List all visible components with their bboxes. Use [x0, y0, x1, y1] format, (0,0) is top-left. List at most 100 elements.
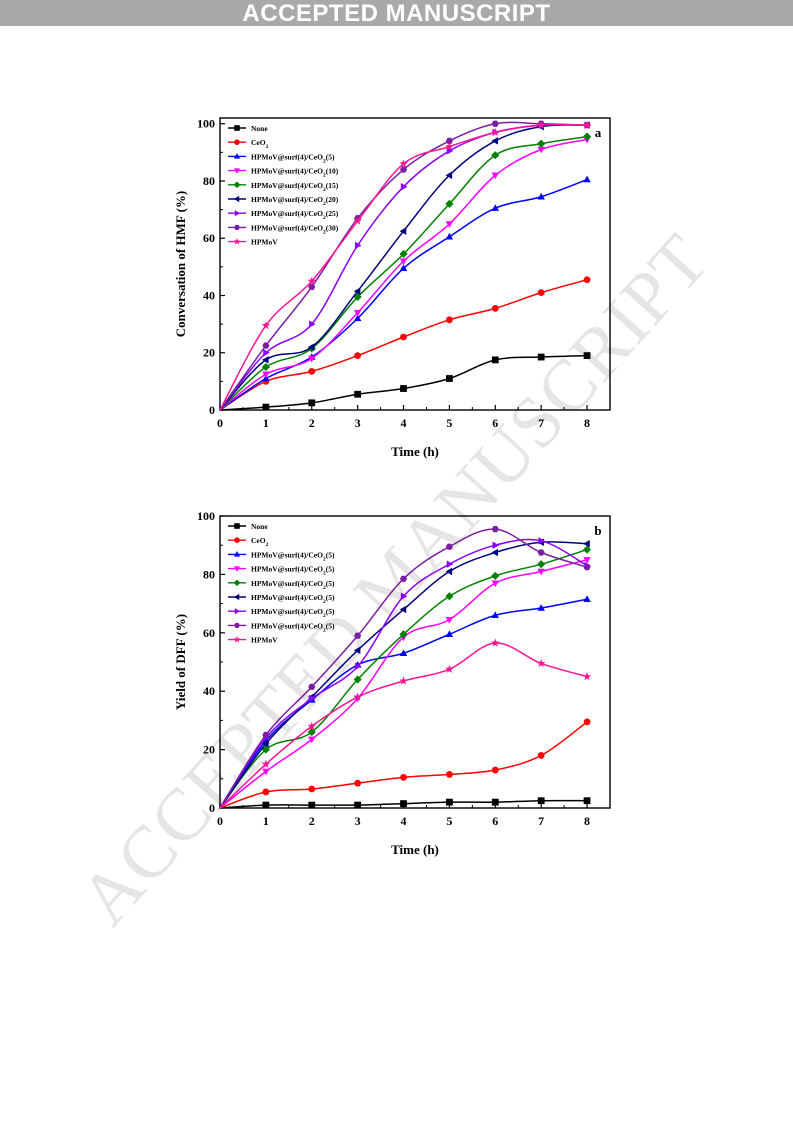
data-point — [445, 592, 454, 601]
data-point — [583, 564, 591, 571]
legend-label-part: HPMoV@surf(4)/CeO — [251, 550, 323, 559]
series-diamond — [219, 132, 592, 411]
y-tick-label: 0 — [209, 403, 215, 417]
legend-marker — [233, 168, 241, 174]
data-point — [491, 548, 499, 557]
series-line — [219, 538, 588, 809]
x-tick-label: 7 — [538, 814, 544, 828]
legend-label: HPMoV@surf(4)/CeO2(5) — [251, 593, 335, 605]
data-point — [491, 172, 500, 180]
legend-label-part: (5) — [326, 621, 335, 630]
data-point — [353, 692, 362, 701]
data-point — [307, 721, 316, 730]
legend-label-subscript: 2 — [266, 542, 269, 548]
legend-label-part: HPMoV — [251, 636, 278, 645]
x-tick-label: 4 — [401, 814, 407, 828]
legend-label-part: CeO — [251, 138, 266, 147]
legend-label-part: HPMoV@surf(4)/CeO — [251, 621, 323, 630]
legend-label-subscript: 2 — [323, 201, 326, 207]
data-point — [445, 630, 454, 637]
legend-label: HPMoV@surf(4)/CeO2(5) — [251, 621, 335, 633]
data-point — [445, 171, 453, 179]
data-point — [354, 241, 362, 250]
data-point — [491, 304, 499, 312]
accepted-manuscript-banner: ACCEPTED MANUSCRIPT — [0, 0, 793, 27]
data-point — [308, 283, 316, 290]
x-tick-label: 6 — [492, 416, 498, 430]
data-point — [309, 320, 316, 328]
legend-label: None — [251, 124, 268, 133]
legend-label: HPMoV@surf(4)/CeO2(5) — [251, 550, 335, 562]
data-point — [262, 731, 270, 739]
data-point — [261, 740, 269, 748]
legend-marker — [233, 551, 241, 557]
data-point — [491, 120, 499, 127]
data-point — [262, 768, 270, 776]
data-point — [353, 646, 361, 655]
legend-label-part: HPMoV@surf(4)/CeO — [251, 607, 323, 616]
y-tick-label: 100 — [197, 117, 215, 131]
x-axis-title: Time (h) — [391, 842, 439, 857]
series-triangle-right — [219, 537, 591, 809]
data-point — [583, 540, 590, 548]
legend-label-part: HPMoV@surf(4)/CeO — [251, 152, 323, 161]
series-triangle-down — [219, 136, 591, 411]
legend-marker — [234, 523, 240, 529]
data-point — [353, 287, 361, 295]
data-point — [308, 736, 316, 744]
legend-label-part: HPMoV@surf(4)/CeO — [251, 195, 323, 204]
data-point — [445, 137, 453, 144]
data-point — [583, 557, 591, 564]
legend: NoneCeO2HPMoV@surf(4)/CeO2(5)HPMoV@surf(… — [228, 124, 339, 247]
data-point — [536, 120, 546, 129]
legend-label-part: HPMoV@surf(4)/CeO — [251, 167, 323, 176]
legend-marker — [233, 593, 240, 601]
data-point — [308, 367, 316, 375]
data-point — [583, 352, 591, 360]
series-line — [219, 135, 588, 411]
legend-label: HPMoV@surf(4)/CeO2(10) — [251, 167, 339, 179]
y-tick-label: 20 — [203, 346, 215, 360]
legend: NoneCeO2HPMoV@surf(4)/CeO2(5)HPMoV@surf(… — [228, 522, 335, 645]
data-point — [399, 227, 407, 235]
data-point — [353, 216, 362, 225]
data-point — [400, 333, 407, 341]
series-line — [219, 642, 588, 809]
legend-label-subscript: 2 — [323, 556, 326, 562]
legend-label-part: (25) — [326, 209, 339, 218]
legend-marker — [234, 224, 240, 230]
legend-label-subscript: 2 — [323, 585, 326, 591]
legend-label: CeO2 — [251, 138, 269, 150]
legend-label-part: None — [251, 522, 268, 531]
data-point — [446, 316, 453, 324]
legend-label: HPMoV@surf(4)/CeO2(5) — [251, 607, 335, 619]
data-point — [582, 545, 592, 554]
series-line — [219, 123, 588, 411]
x-tick-label: 5 — [446, 814, 452, 828]
data-point — [399, 676, 408, 685]
legend-label-part: (5) — [326, 593, 335, 602]
legend-label-subscript: 2 — [323, 229, 326, 235]
x-axis-title: Time (h) — [391, 444, 439, 459]
legend-label-subscript: 2 — [323, 173, 326, 179]
data-point — [308, 355, 316, 363]
legend-label: HPMoV@surf(4)/CeO2(15) — [251, 181, 339, 193]
legend-marker — [234, 139, 240, 145]
legend-label-subscript: 2 — [323, 158, 326, 164]
data-point — [445, 232, 454, 240]
data-point — [491, 798, 499, 806]
data-point — [354, 352, 362, 360]
data-point — [399, 166, 408, 173]
legend-marker — [234, 125, 240, 131]
data-point — [583, 276, 591, 284]
data-point — [354, 801, 362, 809]
data-point — [308, 683, 316, 690]
data-point — [399, 159, 408, 168]
data-point — [492, 541, 500, 549]
legend-label-subscript: 2 — [323, 613, 326, 619]
data-point — [446, 560, 454, 568]
x-tick-label: 2 — [309, 416, 315, 430]
series-square — [219, 797, 591, 809]
